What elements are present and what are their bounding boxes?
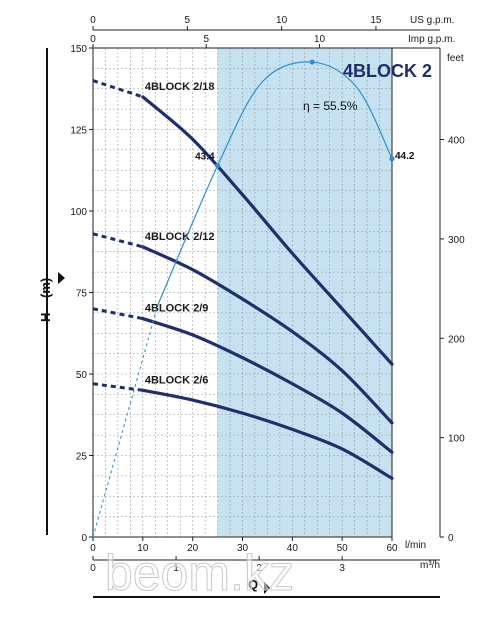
x-axis-arrow-icon: [264, 582, 270, 594]
efficiency-point: [389, 156, 395, 162]
x-tick-label: 10: [137, 543, 149, 554]
top-tick-label: 5: [185, 15, 191, 26]
top-tick-label: 0: [90, 15, 96, 26]
top2-axis-unit: Imp g.p.m.: [408, 34, 455, 45]
x2-tick-label: 3: [339, 563, 345, 574]
x-tick-label: 40: [287, 543, 299, 554]
efficiency-line: [157, 61, 393, 306]
chart-title: 4BLOCK 2: [343, 61, 432, 81]
series-dashed-extension: [92, 232, 144, 249]
series-dashed-extension: [92, 79, 144, 99]
x2-tick-label: 2: [256, 563, 262, 574]
right-tick-label: 300: [448, 235, 465, 246]
series-line: [141, 95, 394, 366]
chart-grid: [92, 47, 393, 538]
x-tick-label: 50: [337, 543, 349, 554]
x-tick-label: 60: [386, 543, 398, 554]
efficiency-label: η = 55.5%: [303, 99, 358, 113]
watermark: beom.kz: [105, 545, 294, 601]
top2-tick-label: 5: [203, 34, 209, 45]
y-tick-label: 100: [70, 207, 87, 218]
series-label: 4BLOCK 2/12: [145, 231, 215, 243]
x2-tick-label: 0: [90, 563, 96, 574]
right-axis-unit: feet: [447, 53, 464, 64]
series-dashed-extension: [92, 307, 144, 321]
bottom2-axis-unit: m³/h: [420, 560, 440, 571]
x2-tick-label: 1: [173, 563, 179, 574]
series-label: 4BLOCK 2/9: [145, 303, 209, 315]
efficiency-curve: 43.4 44.2: [92, 59, 415, 538]
x-tick-label: 30: [237, 543, 249, 554]
bottom-axis-unit: l/min: [405, 540, 426, 551]
series-line: [141, 316, 394, 454]
y-axis-label: H: [38, 313, 53, 322]
series-line: [141, 245, 394, 425]
right-tick-label: 100: [448, 434, 465, 445]
y-tick-label: 125: [70, 126, 87, 137]
y-axis-arrow-icon: [58, 272, 65, 284]
top2-tick-label: 10: [314, 34, 326, 45]
series-dashed-extension: [92, 382, 144, 392]
pump-curves: 4BLOCK 2/18 4BLOCK 2/12 4BLOCK 2/9 4BLOCK 2…: [92, 79, 394, 480]
x-tick-label: 0: [90, 543, 96, 554]
y-tick-label: 25: [76, 452, 88, 463]
top-tick-label: 15: [370, 15, 382, 26]
efficiency-dashed-start: [92, 305, 159, 538]
y-tick-label: 50: [76, 370, 88, 381]
chart-labels: 4BLOCK 2 H (m) Q l/min m³/h US g.p.m. Im…: [38, 15, 464, 602]
top-axis-unit: US g.p.m.: [410, 15, 454, 26]
top2-tick-label: 0: [90, 34, 96, 45]
y-tick-label: 75: [76, 289, 88, 300]
efficiency-point-label: 43.4: [195, 152, 215, 163]
series-line: [141, 388, 394, 480]
right-tick-label: 400: [448, 136, 465, 147]
series-label: 4BLOCK 2/6: [145, 374, 209, 386]
efficiency-point-label: 44.2: [395, 151, 415, 162]
top-tick-label: 10: [276, 15, 288, 26]
y-axis-unit: (m): [38, 278, 53, 298]
right-tick-label: 200: [448, 334, 465, 345]
x-axis-label: Q: [248, 577, 258, 592]
efficiency-point: [214, 163, 221, 169]
y-tick-label: 150: [70, 44, 87, 55]
right-tick-label: 0: [448, 533, 454, 544]
series-label: 4BLOCK 2/18: [145, 81, 215, 93]
y-tick-label: 0: [81, 533, 87, 544]
x-tick-label: 20: [187, 543, 199, 554]
efficiency-point: [309, 59, 315, 65]
